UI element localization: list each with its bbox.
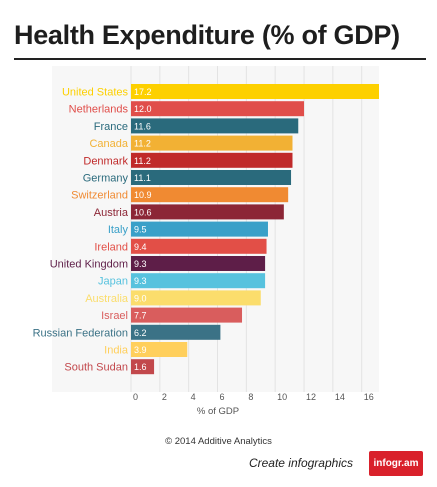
x-tick-label: 12 (306, 392, 316, 402)
data-label: 1.6 (134, 362, 147, 372)
data-label: 11.2 (134, 139, 151, 149)
bar (131, 273, 266, 289)
category-label: Canada (89, 138, 128, 150)
data-label: 17.2 (134, 87, 152, 97)
data-label: 9.3 (134, 259, 147, 269)
bar (131, 238, 267, 254)
label-layer: United States 17.2 Netherlands 12.0 France 11… (33, 87, 152, 374)
category-label: Ireland (94, 241, 128, 253)
x-tick-label: 2 (162, 392, 167, 402)
category-label: Japan (98, 276, 128, 288)
title-divider (14, 58, 426, 60)
data-label: 9.5 (134, 225, 147, 235)
category-label: India (104, 345, 129, 357)
category-label: Austria (94, 207, 129, 219)
data-label: 11.1 (134, 173, 151, 183)
bar (131, 187, 289, 203)
x-tick-label: 4 (191, 392, 196, 402)
category-label: Germany (83, 173, 129, 185)
category-label: France (94, 121, 128, 133)
bar (131, 359, 155, 375)
x-tick-label: 14 (335, 392, 345, 402)
data-label: 9.0 (134, 293, 147, 303)
category-label: Russian Federation (33, 327, 128, 339)
category-label: Switzerland (71, 190, 128, 202)
bar (131, 342, 188, 357)
bar (131, 204, 284, 220)
bar-layer (131, 84, 379, 375)
x-tick-label: 10 (277, 392, 287, 402)
bar (131, 256, 266, 271)
bar (131, 152, 293, 168)
bar (131, 84, 379, 99)
x-tick-label: 8 (248, 392, 253, 402)
data-label: 6.2 (134, 328, 147, 338)
bar (131, 307, 243, 323)
data-label: 12.0 (134, 104, 152, 114)
data-label: 10.6 (134, 207, 152, 217)
bar (131, 135, 293, 151)
category-label: Italy (108, 224, 129, 236)
data-label: 9.4 (134, 242, 147, 252)
category-label: United States (62, 87, 129, 99)
category-label: Israel (101, 310, 128, 322)
copyright-credit: © 2014 Additive Analytics (165, 436, 272, 447)
x-tick-label: 6 (220, 392, 225, 402)
category-label: United Kingdom (50, 259, 128, 271)
category-label: South Sudan (64, 362, 128, 374)
bar (131, 290, 261, 306)
category-label: Denmark (83, 155, 128, 167)
tick-layer: 0 2 4 6 8 10 12 14 16 (133, 392, 374, 402)
bar (131, 170, 292, 185)
category-label: Netherlands (69, 104, 129, 116)
category-label: Australia (85, 293, 129, 305)
bar (131, 221, 268, 237)
x-tick-label: 0 (133, 392, 138, 402)
data-label: 11.2 (134, 156, 151, 166)
data-label: 7.7 (134, 311, 147, 321)
x-tick-label: 16 (364, 392, 374, 402)
create-infographics-link[interactable]: Create infographics (248, 456, 353, 470)
bar (131, 324, 221, 340)
data-label: 11.6 (134, 121, 151, 131)
data-label: 3.9 (134, 345, 147, 355)
data-label: 9.3 (134, 276, 147, 286)
x-axis-label: % of GDP (197, 406, 239, 417)
infogram-brand-badge[interactable]: infogr.am (369, 451, 423, 476)
bar (131, 101, 305, 117)
page-title: Health Expenditure (% of GDP) (14, 20, 400, 50)
data-label: 10.9 (134, 190, 152, 200)
bar (131, 118, 299, 134)
